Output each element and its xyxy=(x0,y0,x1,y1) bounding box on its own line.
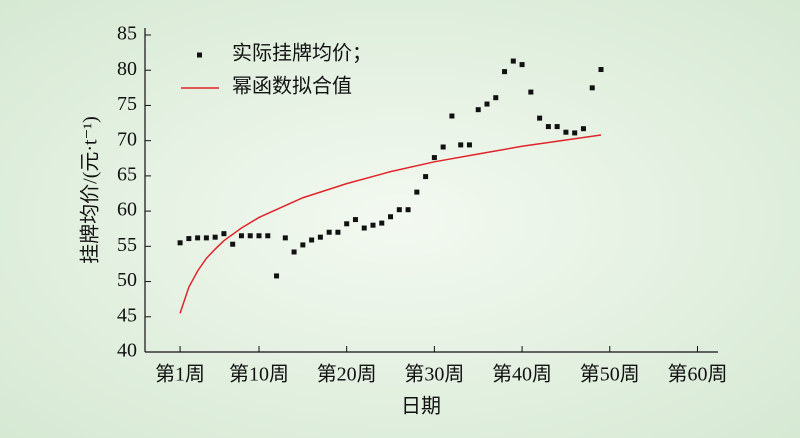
scatter-point xyxy=(589,85,595,91)
scatter-point xyxy=(598,67,604,73)
scatter-point xyxy=(580,126,586,132)
y-tick-label: 75 xyxy=(117,93,137,115)
scatter-point xyxy=(405,207,411,213)
scatter-point xyxy=(370,222,376,228)
scatter-point xyxy=(300,242,306,248)
scatter-point xyxy=(484,101,490,107)
scatter-point xyxy=(274,273,280,279)
y-axis-title: 挂牌均价/(元·t⁻¹) xyxy=(79,116,102,264)
scatter-point xyxy=(440,144,446,150)
x-axis-title: 日期 xyxy=(401,396,441,418)
scatter-point xyxy=(282,235,288,241)
scatter-point xyxy=(326,229,332,235)
scatter-point xyxy=(221,231,227,237)
scatter-point xyxy=(361,225,367,231)
scatter-point xyxy=(230,241,236,247)
scatter-point xyxy=(379,220,385,226)
scatter-point xyxy=(388,214,394,220)
y-tick-label: 40 xyxy=(117,340,137,362)
scatter-point xyxy=(352,217,358,223)
scatter-point xyxy=(177,240,183,246)
scatter-point xyxy=(431,155,437,161)
scatter-point xyxy=(528,89,534,95)
scatter-point xyxy=(291,249,297,255)
scatter-point xyxy=(195,235,201,241)
scatter-point xyxy=(423,174,429,180)
scatter-point xyxy=(186,236,192,242)
scatter-point xyxy=(449,113,455,119)
scatter-point xyxy=(493,95,499,101)
scatter-point xyxy=(256,233,262,239)
fit-line xyxy=(179,134,602,314)
scatter-point xyxy=(572,130,578,136)
scatter-point xyxy=(458,142,464,148)
scatter-point xyxy=(265,233,271,239)
scatter-point xyxy=(545,124,551,130)
scatter-point xyxy=(396,207,402,213)
legend-label: 幂函数拟合值 xyxy=(232,75,352,98)
y-tick-label: 85 xyxy=(117,23,137,45)
y-tick-label: 50 xyxy=(117,269,137,291)
scatter-point xyxy=(414,189,420,195)
scatter-point xyxy=(510,58,516,64)
legend-swatch xyxy=(197,52,202,58)
scatter-point xyxy=(238,233,244,239)
scatter-point xyxy=(212,234,218,240)
x-tick-label: 第1周 xyxy=(155,363,205,386)
scatter-point xyxy=(335,229,341,235)
scatter-point xyxy=(475,107,481,113)
y-tick-label: 70 xyxy=(117,128,137,150)
x-tick-label: 第40周 xyxy=(492,363,552,386)
x-tick-label: 第20周 xyxy=(317,363,377,386)
scatter-point xyxy=(247,233,253,239)
scatter-point xyxy=(203,235,209,241)
scatter-point xyxy=(563,129,569,135)
x-tick-label: 第30周 xyxy=(404,363,464,386)
scatter-point xyxy=(317,234,323,240)
scatter-point xyxy=(554,124,560,130)
x-tick-label: 第60周 xyxy=(667,363,727,386)
scatter-point xyxy=(519,62,525,68)
y-tick-label: 45 xyxy=(117,304,137,326)
y-tick-label: 65 xyxy=(117,163,137,185)
y-tick-label: 55 xyxy=(117,234,137,256)
x-tick-label: 第10周 xyxy=(229,363,289,386)
scatter-point xyxy=(309,237,315,243)
y-tick-label: 60 xyxy=(117,199,137,221)
scatter-point xyxy=(466,142,472,148)
x-tick-label: 第50周 xyxy=(580,363,640,386)
scatter-point xyxy=(502,69,508,75)
y-tick-label: 80 xyxy=(117,58,137,80)
scatter-point xyxy=(537,115,543,121)
legend-label: 实际挂牌均价； xyxy=(232,42,372,65)
scatter-point xyxy=(344,221,350,227)
